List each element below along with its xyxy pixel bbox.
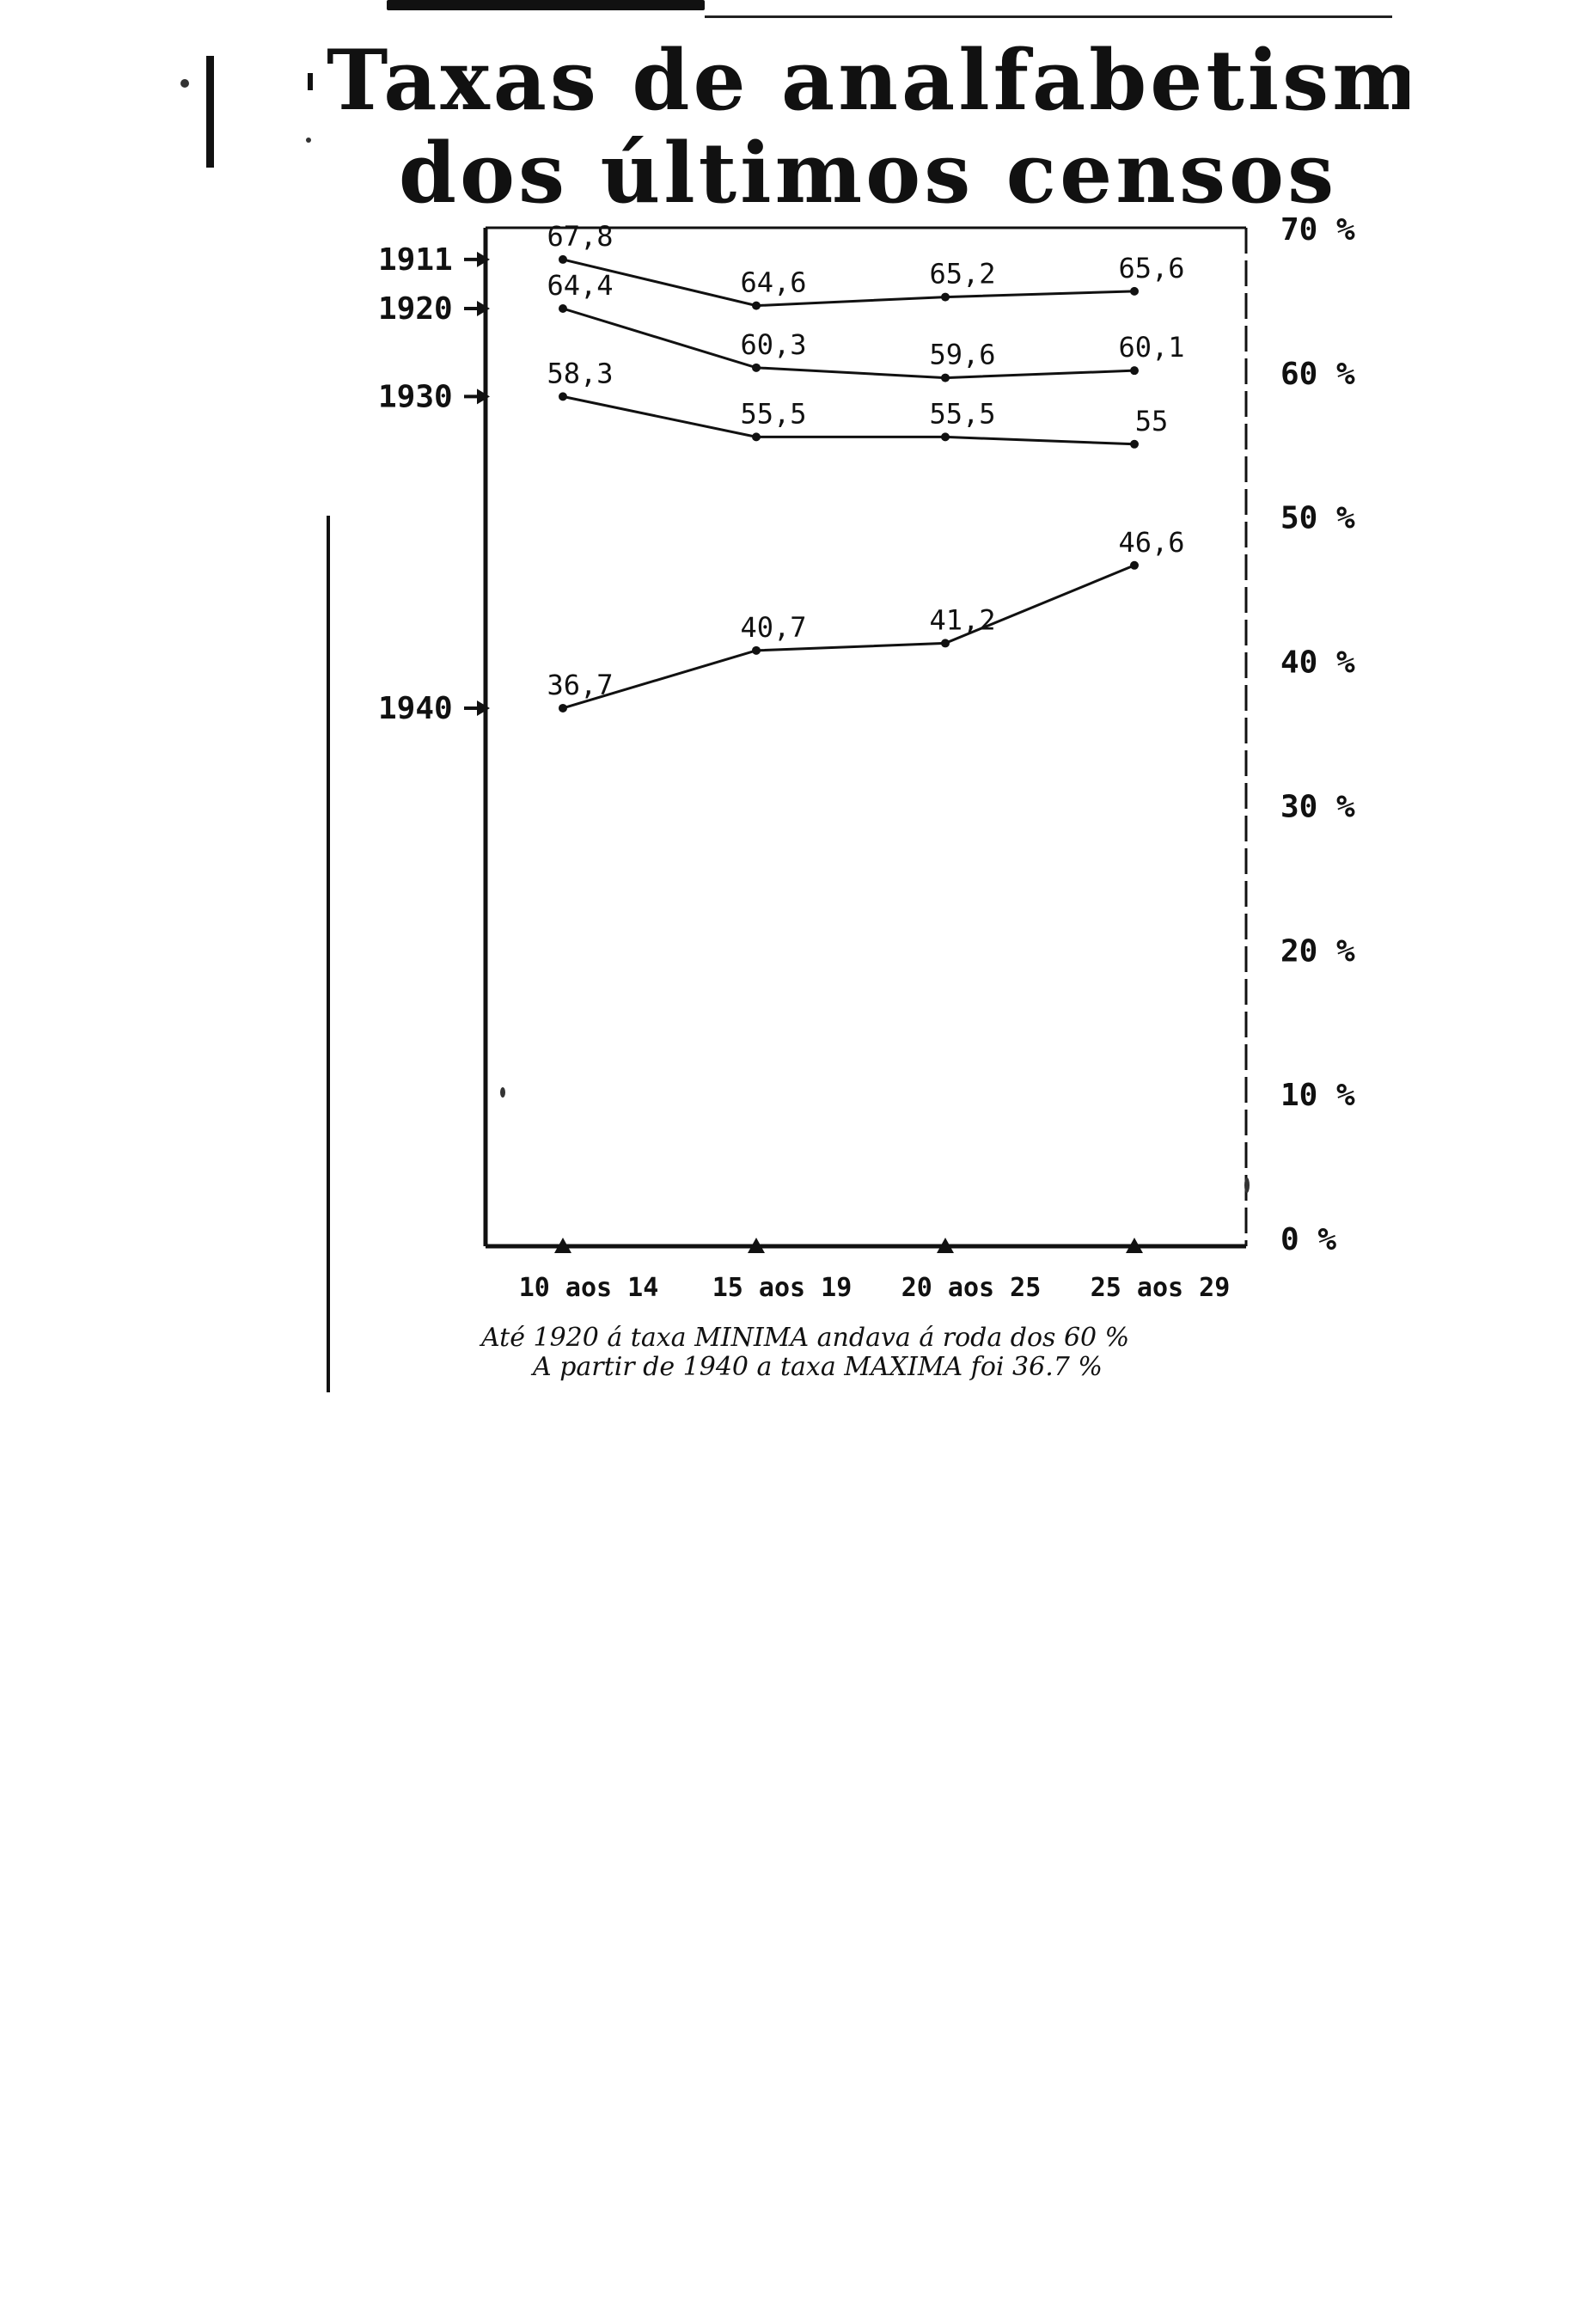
x-tick-mark bbox=[748, 1238, 765, 1253]
data-label: 65,2 bbox=[929, 258, 995, 290]
y-tick-label: 20 % bbox=[1280, 933, 1355, 969]
data-point bbox=[941, 373, 950, 382]
data-point bbox=[559, 304, 567, 313]
print-speck bbox=[306, 138, 311, 143]
data-point bbox=[559, 392, 567, 401]
data-point bbox=[1130, 439, 1139, 449]
top-rule bbox=[387, 0, 705, 10]
y-tick-label: 30 % bbox=[1280, 789, 1355, 824]
y-tick-label: 0 % bbox=[1280, 1222, 1336, 1257]
series-marker-arrow bbox=[477, 388, 490, 405]
print-speck bbox=[180, 79, 189, 88]
title-line-2: dos últimos censos bbox=[398, 125, 1338, 220]
series-marker-arrow bbox=[477, 251, 490, 267]
caption-line-1: Até 1920 á taxa MINIMA andava á roda dos… bbox=[481, 1323, 1130, 1353]
y-tick-label: 40 % bbox=[1280, 645, 1355, 681]
column-rule bbox=[206, 56, 214, 168]
series-line bbox=[562, 394, 1135, 446]
data-label: 58,3 bbox=[547, 357, 613, 389]
x-tick-mark bbox=[1126, 1238, 1143, 1253]
title-line-1: Taxas de analfabetismo bbox=[327, 34, 1409, 129]
x-tick-label: 10 aos 14 bbox=[519, 1273, 659, 1303]
top-rule-thin bbox=[705, 15, 1392, 18]
series-marker-arrow bbox=[477, 700, 490, 716]
data-label: 36,7 bbox=[547, 669, 613, 701]
data-point bbox=[559, 703, 567, 712]
data-label: 55,5 bbox=[740, 397, 806, 430]
series-line bbox=[562, 307, 1135, 380]
data-label: 40,7 bbox=[740, 611, 806, 644]
x-tick-label: 25 aos 29 bbox=[1091, 1273, 1231, 1303]
x-tick-mark bbox=[937, 1238, 954, 1253]
data-point bbox=[941, 292, 950, 302]
y-tick-label: 50 % bbox=[1280, 501, 1355, 536]
y-tick-label: 70 % bbox=[1280, 212, 1355, 248]
data-point bbox=[752, 363, 761, 372]
data-label: 55,5 bbox=[929, 397, 995, 430]
data-point bbox=[1130, 286, 1139, 296]
data-point bbox=[752, 432, 761, 442]
data-label: 60,1 bbox=[1118, 331, 1184, 364]
data-label: 64,6 bbox=[740, 266, 806, 299]
data-label: 60,3 bbox=[740, 328, 806, 361]
caption-line-2: A partir de 1940 a taxa MAXIMA foi 36.7 … bbox=[533, 1352, 1103, 1382]
data-point bbox=[752, 301, 761, 310]
x-tick-label: 20 aos 25 bbox=[901, 1273, 1042, 1303]
series-name-label: 1930 bbox=[378, 379, 453, 414]
print-speck bbox=[500, 1087, 505, 1098]
data-label: 46,6 bbox=[1118, 526, 1184, 559]
data-point bbox=[1130, 560, 1139, 570]
print-speck bbox=[1244, 1177, 1250, 1193]
series-line bbox=[562, 564, 1135, 710]
data-point bbox=[941, 432, 950, 442]
data-point bbox=[752, 645, 761, 655]
data-label: 59,6 bbox=[929, 339, 995, 371]
series-marker-arrow bbox=[477, 301, 490, 316]
x-tick-label: 15 aos 19 bbox=[712, 1273, 852, 1303]
data-point bbox=[941, 639, 950, 648]
data-label: 64,4 bbox=[547, 269, 613, 302]
bullet-mark bbox=[308, 73, 313, 90]
data-label: 65,6 bbox=[1118, 252, 1184, 284]
series-name-label: 1920 bbox=[378, 291, 453, 327]
column-divider bbox=[327, 516, 330, 1392]
y-tick-label: 10 % bbox=[1280, 1078, 1355, 1113]
data-label: 67,8 bbox=[547, 220, 613, 253]
y-tick-label: 60 % bbox=[1280, 357, 1355, 392]
series-line bbox=[562, 258, 1135, 308]
data-point bbox=[559, 254, 567, 264]
series-name-label: 1911 bbox=[378, 242, 453, 278]
data-label: 55 bbox=[1135, 405, 1169, 437]
data-label: 41,2 bbox=[929, 603, 995, 636]
series-name-label: 1940 bbox=[378, 691, 453, 726]
page-title: Taxas de analfabetismo dos últimos censo… bbox=[327, 34, 1409, 220]
x-tick-mark bbox=[554, 1238, 571, 1253]
data-point bbox=[1130, 366, 1139, 376]
chart-caption: Até 1920 á taxa MINIMA andava á roda dos… bbox=[481, 1324, 1341, 1382]
